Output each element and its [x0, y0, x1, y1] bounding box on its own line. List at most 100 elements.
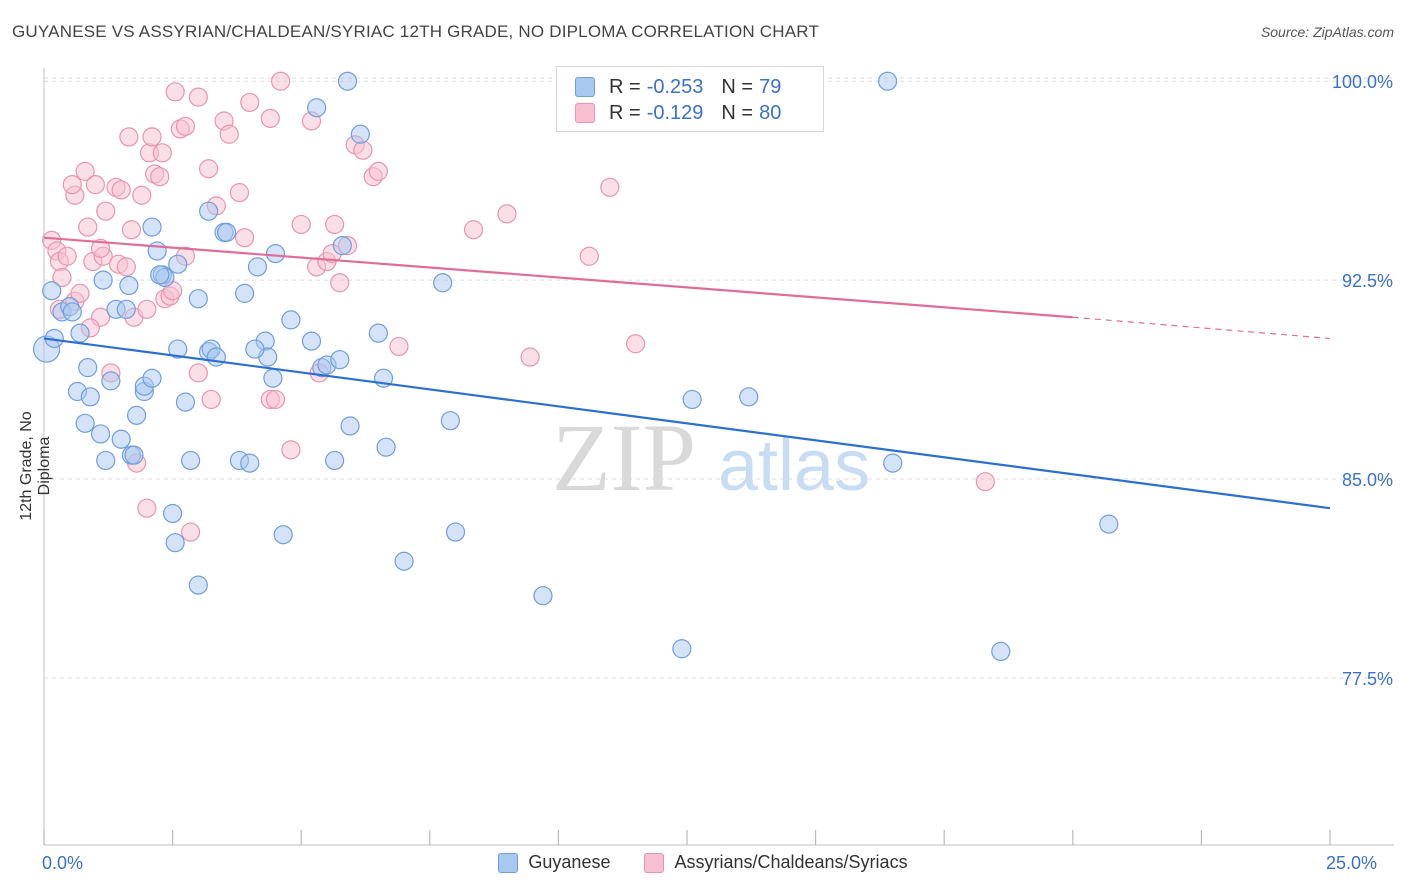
guyanese-point [263, 368, 283, 388]
legend-swatch-blue [498, 852, 519, 873]
guyanese-point [119, 275, 139, 296]
assyrian-point [271, 71, 291, 91]
assyrian-trend-extension [1072, 316, 1331, 340]
guyanese-point [80, 387, 100, 407]
assyrian-point [175, 116, 196, 136]
guyanese-point [533, 586, 553, 606]
guyanese-point [247, 257, 268, 277]
guyanese-point [147, 241, 167, 261]
guyanese-point [217, 222, 237, 242]
legend-label: Assyrians/Chaldeans/Syriacs [674, 852, 908, 872]
guyanese-point [188, 289, 208, 309]
y-tick-labels: 77.5% 85.0% 92.5% 100.0% [1332, 72, 1393, 689]
assyrian-point [116, 257, 136, 277]
guyanese-point [883, 453, 903, 473]
guyanese-point [440, 411, 460, 431]
guyanese-point [96, 450, 116, 471]
watermark-zip: ZIP [552, 404, 696, 511]
guyanese-point [163, 503, 183, 524]
assyrian-point [111, 180, 131, 200]
r-value: -0.129 [646, 101, 704, 124]
trend-lines [43, 236, 1331, 510]
guyanese-point [281, 310, 301, 330]
y-tick-label: 100.0% [1332, 72, 1393, 92]
guyanese-point [445, 522, 466, 542]
guyanese-point [62, 302, 82, 322]
assyrian-point [137, 498, 157, 518]
axes [43, 68, 1394, 846]
source-label: Source: ZipAtlas.com [1260, 24, 1394, 40]
assyrian-point [188, 87, 208, 107]
guyanese-point [188, 575, 208, 595]
guyanese-point [368, 323, 388, 343]
assyrian-point [353, 140, 373, 160]
n-label: N = [721, 101, 754, 124]
n-value: 80 [759, 101, 782, 124]
legend-row-guyanese: R = -0.253 N = 79 [575, 75, 799, 99]
assyrian-point [240, 92, 260, 113]
guyanese-point [168, 339, 188, 359]
guyanese-point [111, 429, 131, 449]
guyanese-point [150, 265, 170, 285]
guyanese-point [168, 254, 188, 274]
x-tick-label-min: 0.0% [42, 853, 84, 873]
assyrian-point [188, 363, 208, 383]
guyanese-point [739, 387, 759, 407]
watermark-atlas: atlas [718, 426, 870, 506]
assyrian-point [975, 472, 995, 492]
assyrian-point [96, 201, 116, 221]
assyrian-point [119, 127, 139, 147]
guyanese-point [332, 236, 352, 256]
guyanese-point [325, 450, 345, 471]
r-label: R = [609, 101, 641, 124]
assyrian-point [579, 246, 599, 266]
guyanese-point [181, 450, 201, 471]
guyanese-point [433, 273, 453, 293]
legend-swatch-pink [575, 103, 595, 123]
guyanese-point [301, 331, 322, 351]
guyanese-point [116, 299, 136, 319]
guyanese-points [32, 71, 1119, 662]
assyrian-point [219, 124, 239, 144]
watermark: ZIP atlas [552, 404, 870, 511]
assyrian-point [78, 217, 98, 237]
y-axis-label: 12th Grade, No Diploma [18, 411, 53, 521]
legend-swatch-blue [575, 77, 595, 97]
legend-row-assyrian: R = -0.129 N = 80 [575, 101, 799, 125]
legend-item-assyrian[interactable]: Assyrians/Chaldeans/Syriacs [644, 852, 908, 873]
guyanese-point [245, 339, 265, 359]
assyrian-point [181, 522, 201, 542]
assyrian-point [85, 175, 106, 195]
assyrian-point [150, 167, 170, 187]
guyanese-point [70, 323, 90, 343]
assyrian-trend-line [43, 236, 1073, 319]
assyrian-point [165, 82, 185, 102]
assyrian-point [62, 175, 82, 195]
assyrian-point [57, 246, 77, 266]
y-tick-label: 77.5% [1342, 669, 1393, 689]
guyanese-point [124, 445, 144, 465]
assyrian-point [229, 183, 250, 203]
assyrian-point [199, 159, 219, 179]
legend-label: Guyanese [528, 852, 611, 872]
guyanese-point [1099, 514, 1119, 534]
guyanese-point [394, 551, 414, 571]
legend-item-guyanese[interactable]: Guyanese [498, 852, 610, 873]
assyrian-point [463, 220, 484, 240]
chart-title: GUYANESE VS ASSYRIAN/CHALDEAN/SYRIAC 12T… [12, 22, 820, 41]
guyanese-point [337, 71, 358, 91]
assyrian-point [70, 283, 90, 303]
guyanese-point [240, 453, 260, 473]
guyanese-trend-line [43, 337, 1331, 510]
guyanese-point [235, 283, 255, 303]
assyrian-point [291, 214, 311, 235]
guyanese-point [340, 416, 360, 436]
assyrian-point [600, 177, 620, 197]
guyanese-point [90, 424, 111, 444]
guyanese-point [307, 98, 327, 118]
assyrian-point [75, 161, 95, 181]
legend-swatch-pink [644, 852, 665, 873]
guyanese-point [206, 347, 226, 367]
guyanese-point [175, 392, 196, 412]
